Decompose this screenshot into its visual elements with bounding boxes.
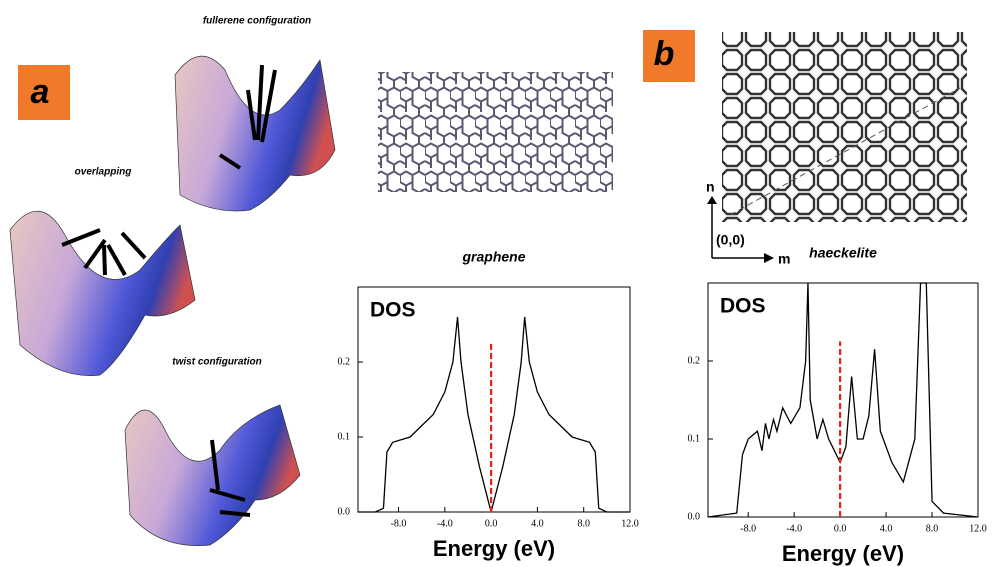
plot-frame: [707, 282, 979, 518]
x-tick-label: -4.0: [437, 518, 453, 529]
x-tick-label: -8.0: [740, 523, 756, 534]
saddle-surface: [174, 55, 336, 212]
arrowhead: [707, 196, 774, 263]
saddle-surface: [9, 210, 196, 376]
y-tick-label: 0.2: [338, 356, 351, 367]
x-tick-label: 8.0: [577, 518, 590, 529]
lattice-vector: [729, 87, 961, 216]
x-tick-label: 12.0: [621, 518, 639, 529]
x-tick-label: -4.0: [786, 523, 802, 534]
caption: overlapping: [75, 167, 132, 178]
x-tick-label: -8.0: [391, 518, 407, 529]
dos-line: [707, 282, 979, 518]
plot-frame: [357, 286, 631, 513]
caption: fullerene configuration: [203, 16, 311, 27]
x-tick-label: 0.0: [485, 518, 498, 529]
x-tick-label: 0.0: [834, 523, 847, 534]
y-tick-label: 0.2: [688, 355, 701, 366]
y-tick-label: 0.1: [688, 433, 701, 444]
y-tick-label: 0.0: [338, 506, 351, 517]
x-axis-label: Energy (eV): [433, 536, 555, 561]
y-axis-label: DOS: [720, 295, 766, 318]
chart-title: haeckelite: [809, 245, 877, 261]
panel-label: b: [654, 35, 675, 73]
chart-title: graphene: [461, 249, 525, 265]
x-axis-label: Energy (eV): [782, 541, 904, 566]
y-tick-label: 0.1: [338, 431, 351, 442]
lattice-label: n: [706, 179, 715, 195]
dos-line: [358, 316, 630, 513]
panel-label-box: [643, 30, 695, 82]
panel-label-box: [18, 65, 70, 120]
lattice-label: m: [778, 251, 790, 267]
x-tick-label: 8.0: [926, 523, 939, 534]
caption: twist configuration: [172, 357, 261, 368]
graphene-lattice: [378, 72, 613, 192]
lattice-axes: [711, 200, 768, 259]
lattice-label: (0,0): [716, 232, 745, 248]
x-tick-label: 4.0: [531, 518, 544, 529]
haeckelite-lattice: [722, 32, 967, 222]
x-tick-label: 12.0: [969, 523, 987, 534]
y-axis-label: DOS: [370, 299, 416, 322]
saddle-surface: [124, 404, 301, 546]
x-tick-label: 4.0: [880, 523, 893, 534]
y-tick-label: 0.0: [688, 511, 701, 522]
panel-label: a: [31, 73, 50, 111]
